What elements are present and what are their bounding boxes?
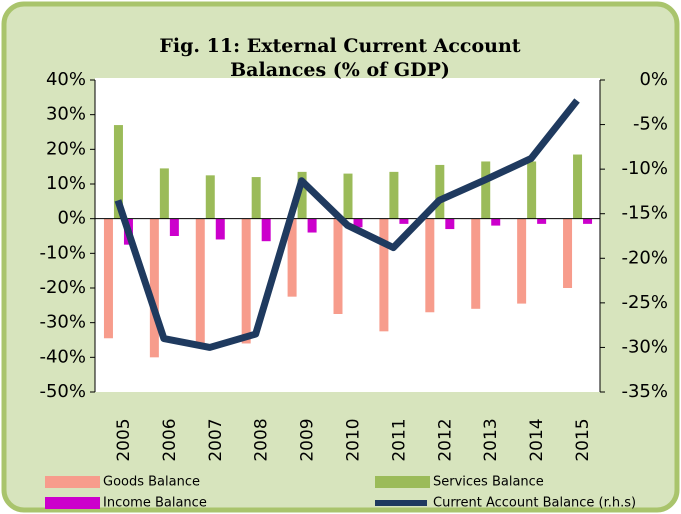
x-tick-label: 2006: [160, 418, 180, 461]
bar: [389, 171, 399, 219]
bar: [537, 218, 547, 224]
y-tick-label: 40%: [46, 69, 86, 90]
bar: [527, 161, 537, 219]
bar: [205, 175, 215, 219]
bar: [343, 173, 353, 219]
y-tick-label: 20%: [46, 138, 86, 159]
bar: [517, 218, 527, 304]
y-tick-label: 0%: [57, 208, 86, 229]
bar: [491, 218, 501, 226]
bar: [353, 218, 363, 228]
y-tick-label: -30%: [39, 312, 86, 333]
x-tick-label: 2014: [527, 418, 547, 461]
bar: [471, 218, 481, 309]
bar: [333, 218, 343, 314]
line: [114, 98, 580, 351]
y2-tick-label: 0%: [639, 69, 668, 90]
x-tick-label: 2013: [481, 418, 501, 461]
bar: [399, 218, 409, 224]
bar: [149, 218, 159, 358]
x-tick-label: 2012: [435, 418, 455, 461]
bar: [445, 218, 455, 230]
y2-tick-label: -5%: [633, 114, 668, 135]
bar: [169, 218, 179, 236]
x-tick-label: 2005: [114, 418, 134, 461]
legend-label: Income Balance: [103, 496, 207, 511]
bar: [251, 177, 261, 219]
bar: [425, 218, 435, 313]
x-tick-label: 2008: [252, 418, 272, 461]
bar: [583, 218, 593, 224]
bar: [287, 218, 297, 297]
y2-tick-label: -20%: [621, 247, 668, 268]
y-tick-label: 30%: [46, 104, 86, 125]
bar: [379, 218, 389, 332]
legend-swatch: [45, 476, 100, 488]
y2-tick-label: -25%: [621, 292, 668, 313]
y-tick-label: -10%: [39, 242, 86, 263]
bar: [195, 218, 205, 344]
x-tick-label: 2007: [206, 418, 226, 461]
y-tick-label: -40%: [39, 346, 86, 367]
legend-swatch: [45, 497, 100, 509]
x-tick-label: 2009: [298, 418, 318, 461]
bar: [241, 218, 251, 344]
legend-label: Current Account Balance (r.h.s): [433, 496, 636, 511]
bar: [103, 218, 113, 339]
chart-title: Fig. 11: External Current Account Balanc…: [159, 35, 521, 81]
bar: [307, 218, 317, 233]
x-tick-label: 2015: [573, 418, 593, 461]
y-tick-label: -20%: [39, 277, 86, 298]
legend-label: Services Balance: [433, 475, 544, 490]
bar: [159, 168, 169, 219]
bar: [573, 154, 583, 219]
y2-tick-label: -10%: [621, 158, 668, 179]
y-tick-label: -50%: [39, 381, 86, 402]
bar: [215, 218, 225, 240]
y-tick-label: 10%: [46, 173, 86, 194]
y2-tick-label: -15%: [621, 203, 668, 224]
bar: [297, 171, 307, 219]
bar: [563, 218, 573, 288]
legend-swatch: [375, 476, 430, 488]
x-tick-label: 2010: [344, 418, 364, 461]
y2-tick-label: -30%: [621, 336, 668, 357]
bar: [261, 218, 271, 242]
bar: [113, 125, 123, 219]
x-tick-label: 2011: [389, 418, 409, 461]
legend-label: Goods Balance: [103, 475, 200, 490]
bar: [481, 161, 491, 219]
bar: [435, 164, 445, 219]
y2-tick-label: -35%: [621, 381, 668, 402]
